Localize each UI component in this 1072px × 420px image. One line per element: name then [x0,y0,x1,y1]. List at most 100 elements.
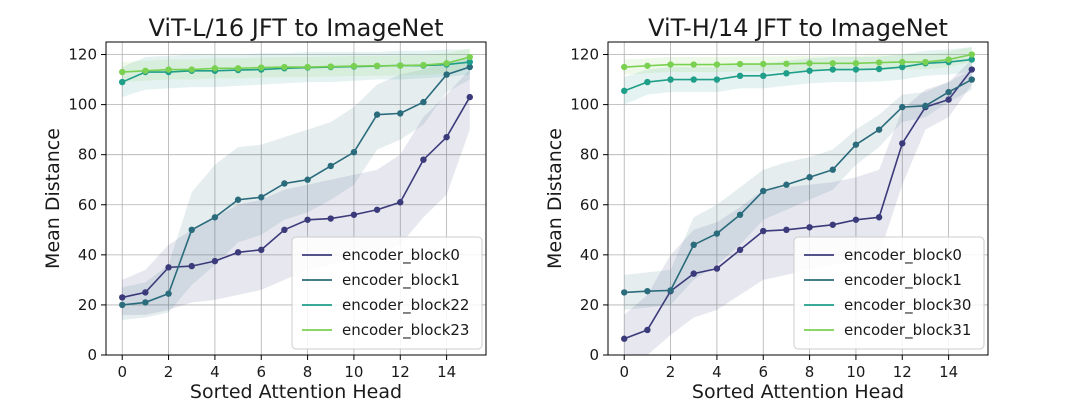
y-tick-label: 60 [78,196,97,214]
data-point-encoder_block31 [736,60,744,68]
plot-frame [607,41,989,356]
data-point-encoder_block23 [188,66,195,73]
band-encoder_block0 [624,59,972,355]
x-tick-label: 10 [344,363,363,381]
data-point-encoder_block1 [806,174,813,181]
data-point-encoder_block0 [397,199,404,206]
data-point-encoder_block0 [760,227,767,235]
y-tick-label: 120 [68,46,97,64]
data-point-encoder_block30 [644,78,651,86]
data-point-encoder_block1 [922,102,929,110]
data-point-encoder_block30 [899,63,906,71]
data-point-encoder_block0 [327,215,334,222]
data-point-encoder_block30 [875,65,883,73]
x-axis-label: Sorted Attention Head [692,381,904,403]
data-point-encoder_block1 [373,111,381,118]
series-line-encoder_block1 [122,66,471,306]
data-point-encoder_block0 [119,294,126,301]
data-point-encoder_block23 [466,53,473,61]
y-tick-label: 40 [78,246,97,264]
data-point-encoder_block0 [875,214,883,221]
data-point-encoder_block1 [667,287,674,294]
data-point-encoder_block0 [304,216,311,223]
data-point-encoder_block23 [443,60,450,67]
data-point-encoder_block31 [875,59,883,66]
data-point-encoder_block0 [350,211,358,218]
plot-frame [105,41,487,356]
chart-title: ViT-H/14 JFT to ImageNet [648,14,948,42]
left-chart-panel: ViT-L/16 JFT to ImageNet 0 2 4 6 8 10 12 14 0 20 40… [42,14,487,403]
data-point-encoder_block0 [945,96,952,103]
data-point-encoder_block0 [736,246,744,254]
legend: encoder_block0 encoder_block1 encoder_bloc… [291,236,483,350]
y-axis-label: Mean Distance [42,128,64,269]
data-point-encoder_block23 [119,68,126,76]
data-point-encoder_block1 [829,166,836,173]
x-tick-label: 14 [437,363,456,381]
data-point-encoder_block1 [466,63,473,71]
data-point-encoder_block31 [760,60,767,68]
band-encoder_block23 [122,48,470,83]
data-point-encoder_block0 [234,249,242,256]
y-tick-label: 60 [580,196,599,214]
legend-label: encoder_block0 [844,246,962,265]
data-point-encoder_block0 [806,224,813,231]
x-tick-label: 0 [117,363,127,381]
data-point-encoder_block30 [829,66,836,73]
legend-label: encoder_block30 [844,296,971,315]
data-point-encoder_block23 [258,64,265,71]
data-point-encoder_block23 [350,62,358,70]
data-point-encoder_block0 [142,289,149,296]
y-axis-label: Mean Distance [544,128,566,269]
data-point-encoder_block23 [397,62,404,69]
data-point-encoder_block0 [258,246,265,254]
data-point-encoder_block1 [350,148,358,156]
legend-box [793,236,985,350]
x-tick-label: 10 [846,363,865,381]
data-point-encoder_block0 [420,156,427,163]
band-encoder_block22 [122,49,470,98]
data-point-encoder_block31 [852,60,860,67]
data-point-encoder_block0 [829,221,836,228]
data-point-encoder_block30 [806,67,813,74]
data-point-encoder_block1 [760,187,767,195]
x-tick-label: 6 [758,363,768,381]
series-line-encoder_block23 [122,56,470,73]
data-point-encoder_block22 [466,58,473,66]
legend-label: encoder_block1 [342,271,460,290]
data-point-encoder_block31 [922,58,929,66]
data-point-encoder_block0 [211,257,219,265]
y-tick-label: 0 [589,346,599,364]
y-tick-label: 100 [68,96,97,114]
x-tick-label: 12 [893,363,912,381]
data-point-encoder_block0 [713,265,721,272]
x-tick-label: 2 [666,363,676,381]
legend-box [291,236,483,350]
series-line-encoder_block0 [122,96,471,299]
y-tick-label: 80 [78,146,97,164]
x-tick-label: 4 [210,363,220,381]
data-point-encoder_block30 [713,76,721,83]
data-point-encoder_block1 [281,180,288,187]
band-encoder_block1 [122,57,470,320]
series-line-encoder_block1 [624,78,973,294]
data-point-encoder_block31 [806,60,813,67]
data-point-encoder_block1 [142,299,149,306]
data-point-encoder_block0 [621,335,628,342]
band-encoder_block30 [624,47,972,105]
data-point-encoder_block1 [644,287,651,295]
data-point-encoder_block1 [621,289,628,296]
data-point-encoder_block1 [211,214,219,221]
x-tick-label: 0 [619,363,629,381]
legend-label: encoder_block1 [844,271,962,290]
data-point-encoder_block1 [899,103,906,111]
data-point-encoder_block23 [327,63,334,70]
data-point-encoder_block0 [188,262,195,270]
legend-label: encoder_block22 [342,296,469,315]
data-point-encoder_block1 [327,162,334,170]
legend-label: encoder_block31 [844,321,971,340]
data-point-encoder_block1 [875,126,883,133]
data-point-encoder_block0 [443,133,450,141]
x-tick-label: 14 [939,363,958,381]
y-tick-label: 120 [570,46,599,64]
